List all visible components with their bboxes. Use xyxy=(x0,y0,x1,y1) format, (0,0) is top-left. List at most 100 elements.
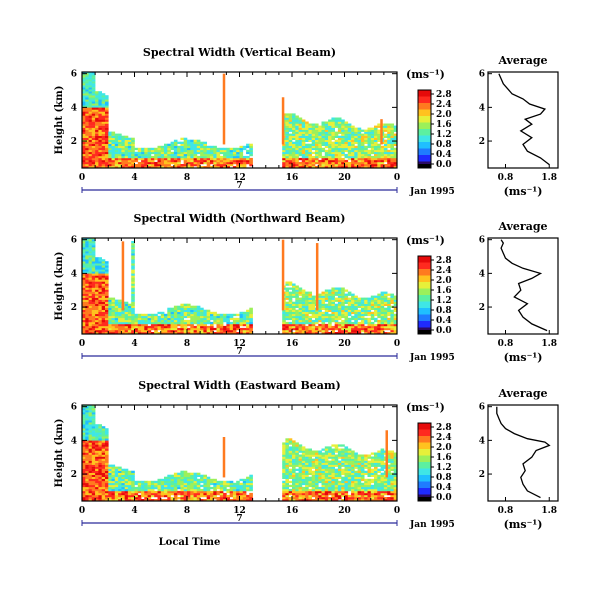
heatmap-cell xyxy=(301,129,306,132)
heatmap-cell xyxy=(101,283,106,286)
heatmap-cell xyxy=(91,83,96,86)
heatmap-cell xyxy=(88,490,93,494)
heatmap-cell xyxy=(190,164,194,167)
heatmap-cell xyxy=(344,468,349,471)
heatmap-cell xyxy=(88,87,93,90)
heatmap-cell xyxy=(85,418,89,421)
heatmap-cell xyxy=(318,125,322,128)
heatmap-cell xyxy=(98,95,102,98)
heatmap-cell xyxy=(239,321,244,325)
heatmap-cell xyxy=(328,446,332,449)
heatmap-cell xyxy=(105,137,109,140)
heatmap-cell xyxy=(98,289,102,292)
heatmap-cell xyxy=(285,137,289,140)
heatmap-cell xyxy=(144,164,148,167)
heatmap-cell xyxy=(301,488,306,492)
heatmap-cell xyxy=(337,135,342,138)
heatmap-cell xyxy=(311,157,316,161)
heatmap-cell xyxy=(288,129,293,132)
heatmap-cell xyxy=(82,79,86,82)
spike-column xyxy=(380,119,383,145)
heatmap-cell xyxy=(95,307,99,310)
heatmap-cell xyxy=(318,313,322,317)
heatmap-cell xyxy=(301,145,306,149)
heatmap-cell xyxy=(246,149,250,153)
heatmap-cell xyxy=(98,137,102,140)
heatmap-cell xyxy=(210,492,214,496)
heatmap-cell xyxy=(311,470,316,473)
heatmap-cell xyxy=(318,464,322,467)
heatmap-cell xyxy=(305,499,309,502)
heatmap-cell xyxy=(315,141,319,144)
heatmap-cell xyxy=(88,147,93,151)
heatmap-cell xyxy=(367,309,372,312)
heatmap-cell xyxy=(324,472,329,475)
heatmap-cell xyxy=(292,448,296,451)
heatmap-cell xyxy=(88,442,93,445)
heatmap-cell xyxy=(105,448,109,451)
heatmap-cell xyxy=(121,313,125,317)
heatmap-cell xyxy=(127,488,132,492)
heatmap-cell xyxy=(351,297,355,300)
heatmap-cell xyxy=(393,315,398,319)
heatmap-cell xyxy=(127,472,132,475)
heatmap-cell xyxy=(180,315,184,319)
heatmap-cell xyxy=(88,249,93,252)
heatmap-cell xyxy=(203,476,207,479)
heatmap-cell xyxy=(298,332,303,335)
heatmap-cell xyxy=(229,153,234,157)
heatmap-cell xyxy=(118,472,122,475)
heatmap-cell xyxy=(95,470,99,473)
heatmap-cell xyxy=(88,257,93,260)
heatmap-cell xyxy=(305,127,309,130)
heatmap-cell xyxy=(88,279,93,282)
heatmap-cell xyxy=(387,325,391,329)
heatmap-cell xyxy=(88,263,93,266)
heatmap-cell xyxy=(82,327,86,331)
heatmap-cell xyxy=(98,492,102,496)
heatmap-cell xyxy=(354,460,358,463)
heatmap-cell xyxy=(91,283,96,286)
heatmap-cell xyxy=(85,275,89,278)
heatmap-cell xyxy=(308,488,312,492)
heatmap-cell xyxy=(305,315,309,319)
heatmap-cell xyxy=(183,497,188,500)
heatmap-cell xyxy=(98,442,102,445)
heatmap-cell xyxy=(242,323,247,327)
heatmap-cell xyxy=(154,166,158,169)
heatmap-cell xyxy=(111,131,116,134)
heatmap-cell xyxy=(390,309,394,312)
heatmap-cell xyxy=(301,470,306,473)
heatmap-cell xyxy=(95,480,99,484)
heatmap-cell xyxy=(108,325,112,329)
heatmap-cell xyxy=(328,127,332,130)
heatmap-cell xyxy=(377,125,381,128)
heatmap-cell xyxy=(288,291,293,294)
heatmap-cell xyxy=(82,261,86,264)
heatmap-cell xyxy=(124,499,129,502)
heatmap-cell xyxy=(301,299,306,302)
heatmap-cell xyxy=(164,323,168,327)
heatmap-cell xyxy=(167,145,171,149)
heatmap-cell xyxy=(124,330,129,333)
heatmap-cell xyxy=(324,499,329,502)
heatmap-cell xyxy=(321,482,326,486)
heatmap-cell xyxy=(344,293,349,296)
heatmap-cell xyxy=(387,149,391,153)
heatmap-cell xyxy=(337,476,342,479)
heatmap-cell xyxy=(85,271,89,274)
heatmap-cell xyxy=(295,127,299,130)
heatmap-cell xyxy=(298,497,303,500)
heatmap-cell xyxy=(308,480,312,484)
heatmap-cell xyxy=(324,313,329,317)
heatmap-cell xyxy=(219,327,224,331)
heatmap-cell xyxy=(167,313,171,317)
heatmap-cell xyxy=(393,153,398,157)
heatmap-cell xyxy=(88,164,93,167)
heatmap-cell xyxy=(85,330,89,333)
heatmap-cell xyxy=(328,289,332,292)
heatmap-cell xyxy=(85,295,89,298)
heatmap-cell xyxy=(88,414,93,417)
heatmap-cell xyxy=(360,330,365,333)
heatmap-cell xyxy=(213,153,217,157)
